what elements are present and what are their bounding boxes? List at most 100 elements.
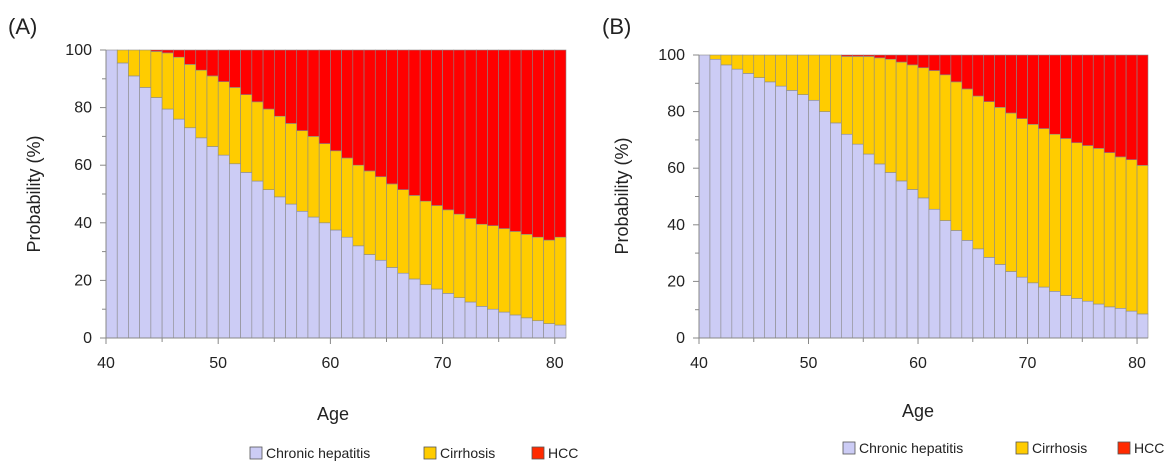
y-tick-label: 80 — [74, 100, 92, 117]
bar-segment — [419, 49, 432, 202]
bar-segment — [830, 54, 842, 124]
bar-segment — [352, 245, 365, 339]
bar-segment — [906, 64, 919, 190]
bar-segment — [554, 236, 567, 326]
bar-segment — [374, 259, 387, 339]
bar-segment — [873, 163, 886, 339]
bar-segment — [961, 240, 974, 339]
bar-segment — [532, 236, 544, 322]
bar-segment — [1005, 271, 1017, 339]
bar-segment — [884, 58, 897, 173]
bar-segment — [994, 264, 1006, 339]
bar-segment — [419, 284, 432, 339]
bar-segment — [296, 49, 309, 131]
bar-segment — [464, 49, 477, 219]
bar-segment — [1103, 54, 1116, 153]
panel-a: (A) Probability (%) Age Chronic hepatiti… — [8, 14, 578, 461]
bar-segment — [939, 220, 952, 339]
y-tick-label: 100 — [65, 42, 92, 59]
bar-segment — [972, 95, 985, 250]
x-tick-label: 60 — [321, 355, 339, 372]
bar-segment — [731, 68, 744, 339]
bar-segment — [1071, 142, 1083, 299]
bar-segment — [1060, 54, 1072, 139]
bar-segment — [262, 108, 275, 190]
bar-segment — [1027, 282, 1039, 339]
legend-item: Chronic hepatitis — [842, 440, 963, 456]
bar-segment — [330, 49, 342, 152]
bar-segment — [307, 49, 320, 137]
bar-segment — [983, 54, 995, 103]
bar-segment — [1081, 54, 1094, 146]
panel-label: (A) — [8, 14, 37, 39]
bar-segment — [895, 180, 908, 339]
bar-segment — [819, 111, 831, 339]
bar-segment — [983, 257, 995, 339]
y-tick-label: 100 — [658, 47, 685, 64]
bar-segment — [731, 54, 744, 70]
legend-swatch — [531, 446, 545, 460]
bar-segment — [251, 101, 264, 182]
bar-segment — [753, 77, 766, 339]
bar-segment — [464, 218, 477, 303]
bar-segment — [1038, 286, 1050, 339]
bar-segment — [240, 94, 253, 173]
bar-segment — [1125, 310, 1138, 339]
bar-segment — [884, 54, 897, 60]
bar-segment — [1038, 128, 1050, 288]
bar-segment — [764, 81, 776, 339]
bar-segment — [475, 223, 488, 307]
bar-segment — [950, 81, 963, 231]
bar-segment — [906, 189, 919, 339]
bar-segment — [251, 49, 264, 103]
bar-segment — [1027, 124, 1039, 284]
bar-segment — [285, 49, 298, 124]
bar-segment — [554, 49, 567, 238]
bar-segment — [498, 228, 511, 313]
bar-segment — [509, 49, 522, 232]
bar-segment — [374, 176, 387, 261]
x-tick-label: 50 — [800, 355, 818, 372]
bar-segment — [363, 170, 376, 255]
bar-segment — [917, 54, 930, 69]
bar-segment — [520, 234, 533, 319]
legend-label: HCC — [1134, 440, 1164, 456]
bar-segment — [318, 222, 331, 339]
x-axis-title: Age — [317, 404, 349, 424]
bar-segment — [709, 54, 722, 60]
bar-segment — [509, 314, 522, 339]
bar-segment — [431, 49, 443, 206]
bar-segment — [917, 67, 930, 199]
legend-item: Cirrhosis — [1015, 440, 1087, 456]
y-tick-label: 20 — [667, 273, 685, 290]
bar-segment — [1092, 148, 1105, 305]
x-axis-title: Age — [902, 401, 934, 421]
bar-segment — [742, 73, 755, 339]
bar-segment — [862, 153, 875, 339]
bar-segment — [217, 49, 230, 82]
bar-segment — [318, 143, 331, 224]
bar-segment — [184, 49, 197, 65]
bar-segment — [1092, 54, 1105, 149]
bar-segment — [341, 49, 354, 159]
bar-segment — [442, 293, 455, 339]
bar-segment — [961, 88, 974, 241]
bar-segment — [1114, 156, 1127, 309]
bar-segment — [841, 54, 853, 57]
bar-segment — [819, 54, 831, 112]
bar-segment — [543, 239, 556, 324]
bar-segment — [994, 107, 1006, 265]
bar-segment — [330, 229, 342, 339]
legend-swatch — [423, 446, 437, 460]
bar-segment — [509, 231, 522, 316]
bar-segment — [808, 99, 820, 339]
bar-segment — [386, 267, 399, 339]
bar-segment — [498, 49, 511, 229]
bar-segment — [1005, 54, 1017, 114]
bar-segment — [173, 49, 185, 58]
bar-segment — [330, 150, 342, 231]
legend-label: Cirrhosis — [440, 445, 495, 461]
bar-segment — [386, 183, 399, 268]
bar-segment — [229, 87, 241, 165]
bar-segment — [229, 163, 241, 339]
